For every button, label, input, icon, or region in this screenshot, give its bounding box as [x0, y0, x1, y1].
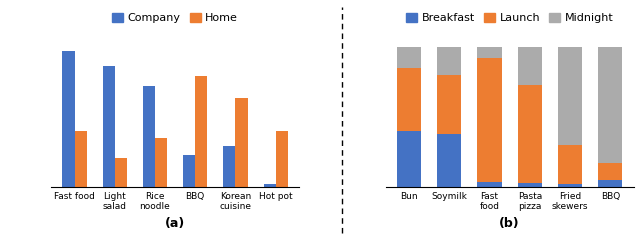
Bar	[74, 131, 86, 187]
Bar	[195, 76, 207, 187]
Bar	[102, 66, 115, 187]
Bar	[115, 157, 127, 187]
Bar	[437, 134, 461, 187]
Bar	[598, 163, 622, 180]
Bar	[155, 138, 167, 187]
Bar	[236, 98, 248, 187]
Bar	[477, 58, 502, 182]
Bar	[264, 184, 276, 187]
Bar	[518, 85, 542, 183]
Bar	[397, 47, 421, 68]
X-axis label: (a): (a)	[165, 217, 185, 230]
Bar	[143, 86, 155, 187]
Bar	[397, 68, 421, 131]
Bar	[558, 184, 582, 187]
Bar	[518, 47, 542, 85]
Bar	[558, 47, 582, 145]
Bar	[598, 47, 622, 163]
Bar	[397, 131, 421, 187]
Bar	[477, 182, 502, 187]
Bar	[558, 145, 582, 184]
Bar	[223, 146, 236, 187]
Bar	[183, 155, 195, 187]
Legend: Breakfast, Launch, Midnight: Breakfast, Launch, Midnight	[402, 8, 618, 28]
Bar	[598, 180, 622, 187]
X-axis label: (b): (b)	[499, 217, 520, 230]
Legend: Company, Home: Company, Home	[108, 8, 243, 28]
Bar	[437, 47, 461, 75]
Bar	[437, 75, 461, 134]
Bar	[63, 51, 74, 187]
Bar	[276, 131, 288, 187]
Bar	[477, 47, 502, 58]
Bar	[518, 183, 542, 187]
